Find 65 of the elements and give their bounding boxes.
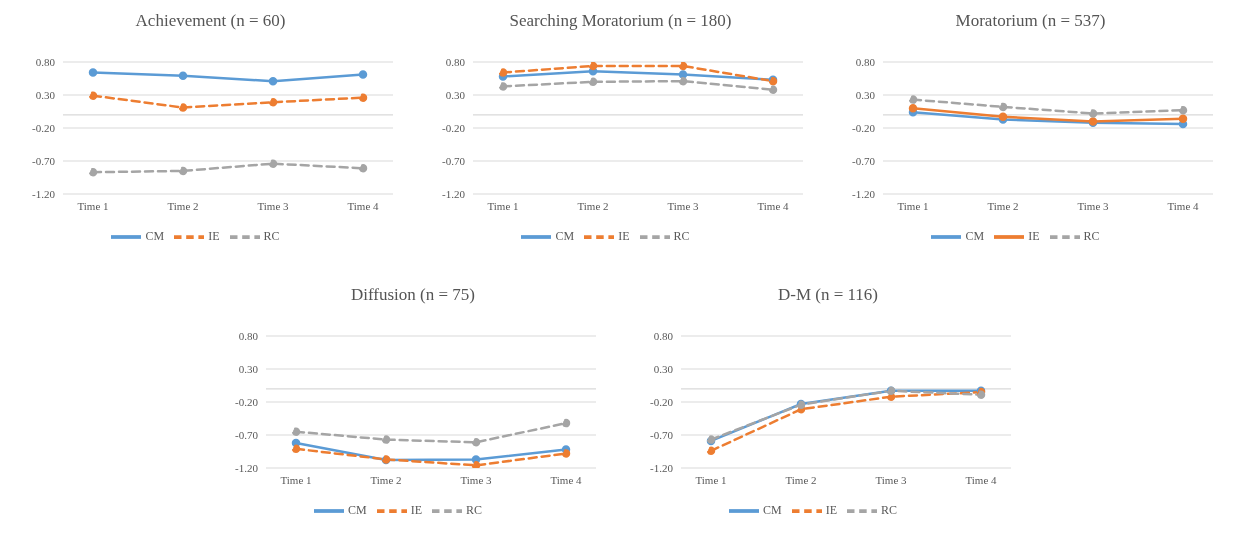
y-tick-label: -1.20: [442, 187, 466, 200]
legend-label: CM: [965, 228, 985, 243]
legend-label: IE: [1028, 228, 1040, 243]
y-tick-label: -0.20: [442, 121, 466, 134]
x-tick-label: Time 3: [257, 199, 290, 212]
x-tick-label: Time 4: [757, 199, 790, 212]
y-tick-label: -0.70: [234, 428, 258, 441]
legend-label: CM: [145, 228, 165, 243]
legend-label: RC: [466, 502, 483, 517]
x-tick-label: Time 2: [577, 199, 609, 212]
y-tick-label: 0.80: [855, 55, 876, 68]
y-tick-label: -0.20: [32, 121, 56, 134]
y-tick-label: -1.20: [32, 187, 56, 200]
legend-label: IE: [825, 502, 837, 517]
x-tick-label: Time 2: [784, 473, 817, 486]
y-tick-label: -0.20: [234, 395, 258, 408]
x-tick-label: Time 3: [667, 199, 700, 212]
legend-label: CM: [555, 228, 575, 243]
y-tick-label: 0.30: [653, 362, 673, 375]
x-tick-label: Time 1: [694, 473, 727, 486]
legend-label: RC: [673, 228, 690, 243]
x-tick-label: Time 4: [964, 473, 997, 486]
legend-label: IE: [208, 228, 220, 243]
legend-label: RC: [1083, 228, 1100, 243]
x-tick-label: Time 3: [1077, 199, 1110, 212]
y-tick-label: 0.30: [238, 362, 258, 375]
legend-label: RC: [263, 228, 280, 243]
y-tick-label: -1.20: [852, 187, 876, 200]
chart-title: Moratorium (n = 537): [954, 10, 1107, 32]
x-tick-label: Time 1: [77, 199, 109, 212]
y-tick-label: -0.70: [649, 428, 673, 441]
legend-label: CM: [762, 502, 782, 517]
x-tick-label: Time 4: [1167, 199, 1200, 212]
y-tick-label: -0.70: [852, 154, 876, 167]
x-tick-label: Time 1: [279, 473, 312, 486]
legend-label: IE: [618, 228, 630, 243]
y-tick-label: 0.80: [445, 55, 466, 68]
x-tick-label: Time 1: [487, 199, 519, 212]
chart-title: Searching Moratorium (n = 180): [508, 10, 733, 32]
x-tick-label: Time 1: [897, 199, 929, 212]
x-tick-label: Time 3: [459, 473, 492, 486]
x-tick-label: Time 3: [874, 473, 907, 486]
x-tick-label: Time 4: [347, 199, 380, 212]
chart-title: D-M (n = 116): [776, 284, 880, 306]
x-tick-label: Time 4: [549, 473, 582, 486]
y-tick-label: -1.20: [649, 461, 673, 474]
y-tick-label: -0.20: [649, 395, 673, 408]
y-tick-label: 0.30: [855, 88, 876, 101]
y-tick-label: -0.20: [852, 121, 876, 134]
legend-label: RC: [881, 502, 898, 517]
y-tick-label: 0.80: [653, 329, 673, 342]
chart-title: Achievement (n = 60): [134, 10, 287, 32]
legend-label: CM: [347, 502, 367, 517]
y-tick-label: -0.70: [32, 154, 56, 167]
x-tick-label: Time 2: [167, 199, 199, 212]
chart-title: Diffusion (n = 75): [350, 284, 476, 306]
legend-label: IE: [410, 502, 422, 517]
y-tick-label: 0.80: [238, 329, 258, 342]
y-tick-label: -0.70: [442, 154, 466, 167]
y-tick-label: -1.20: [234, 461, 258, 474]
y-tick-label: 0.80: [35, 55, 56, 68]
x-tick-label: Time 2: [369, 473, 402, 486]
y-tick-label: 0.30: [445, 88, 466, 101]
y-tick-label: 0.30: [35, 88, 56, 101]
x-tick-label: Time 2: [987, 199, 1019, 212]
